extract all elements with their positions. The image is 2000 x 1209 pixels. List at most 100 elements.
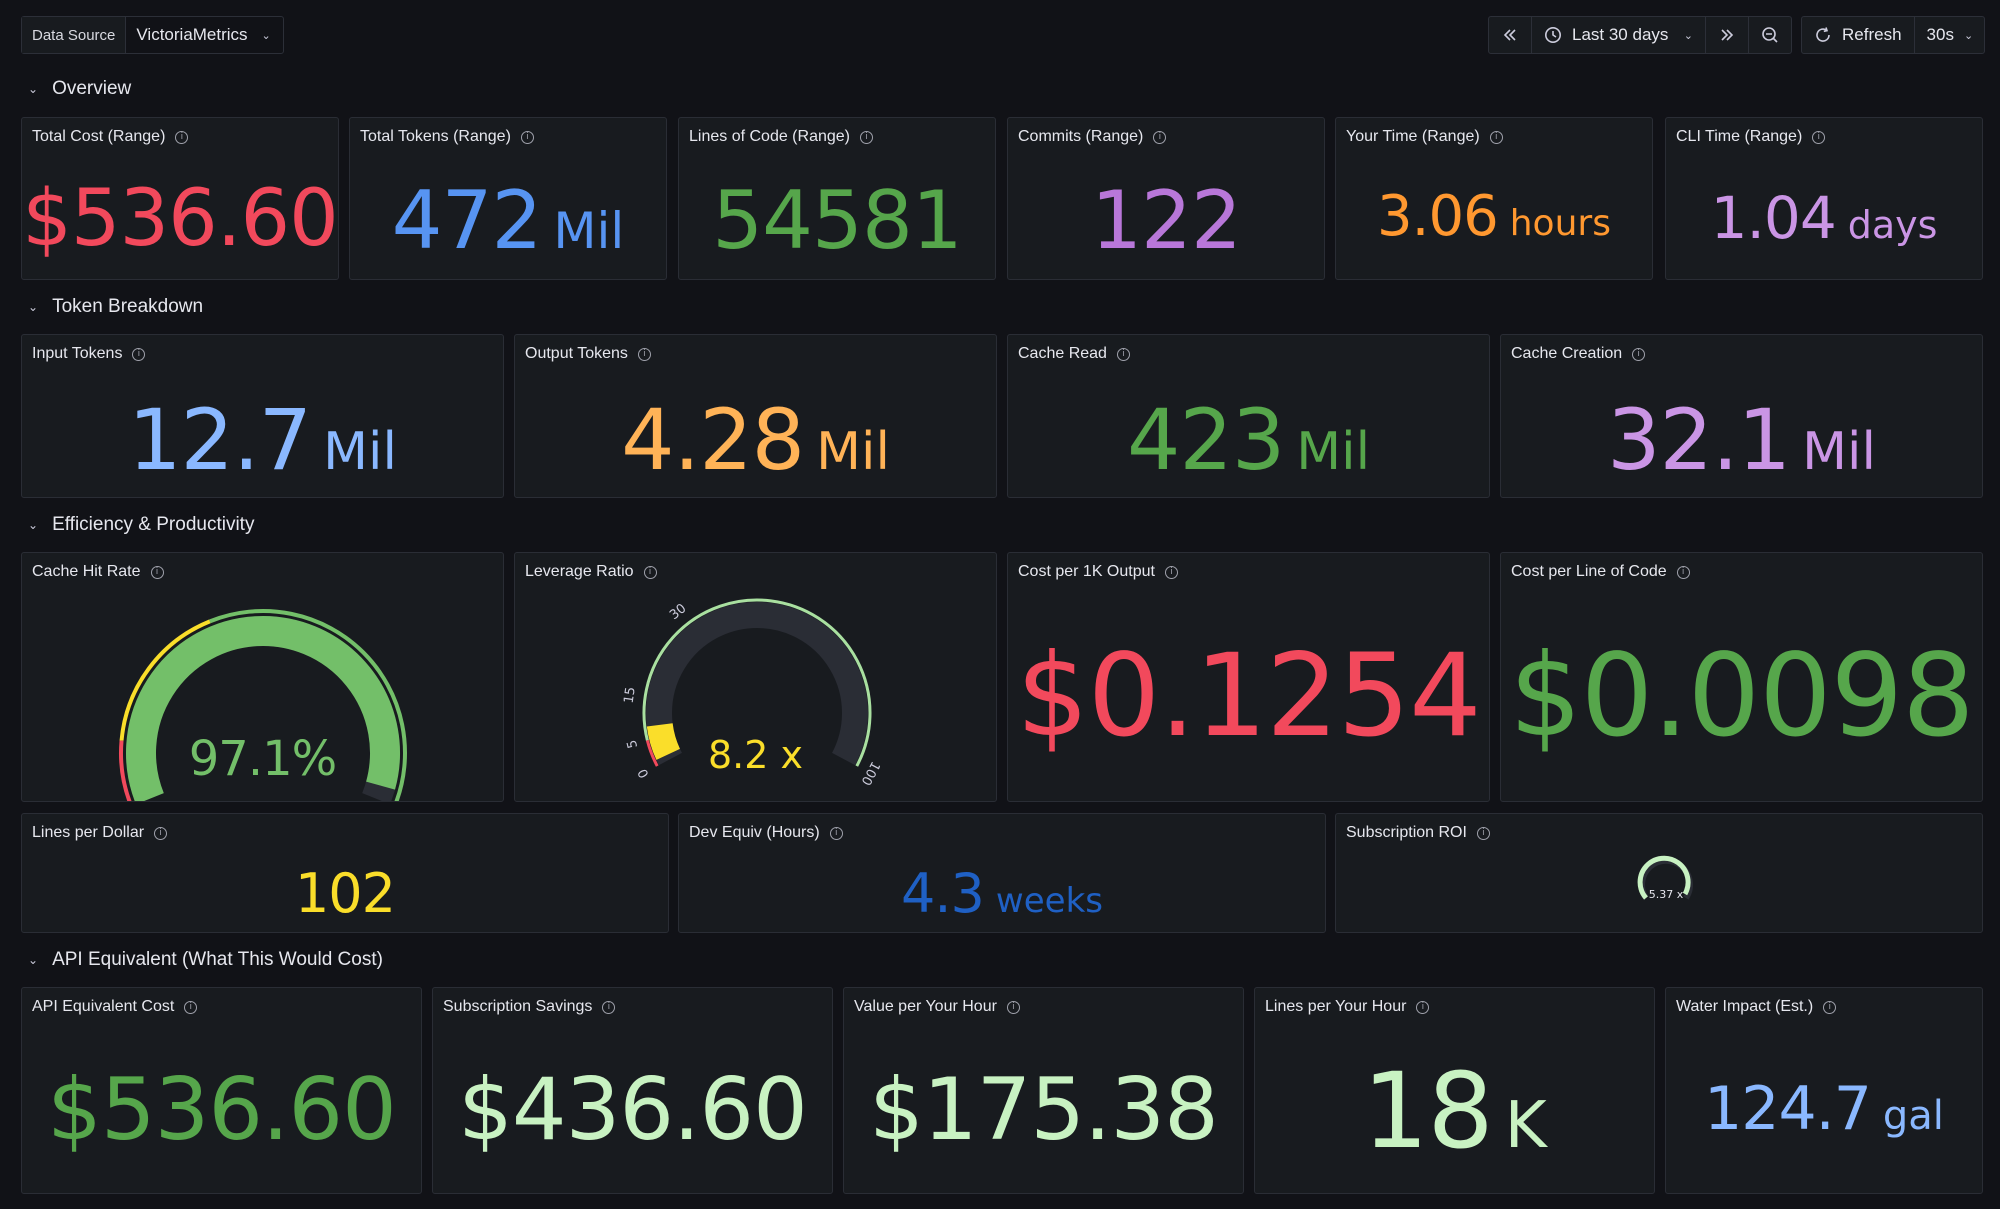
- panel-commits[interactable]: Commits (Range) i 122: [1007, 117, 1325, 280]
- panel-cache-creation[interactable]: Cache Creation i 32.1 Mil: [1500, 334, 1983, 498]
- refresh-button[interactable]: Refresh: [1802, 17, 1915, 53]
- panel-title: Cache Creation: [1511, 345, 1623, 362]
- stat-value: 54581: [712, 174, 962, 267]
- stat-unit: weeks: [995, 881, 1103, 921]
- info-icon[interactable]: i: [1416, 1000, 1430, 1014]
- gauge-fill: [126, 616, 400, 801]
- stat-value: 4.28: [621, 391, 805, 489]
- datasource-label: Data Source: [22, 17, 127, 53]
- row-overview[interactable]: ⌄ Overview: [28, 78, 131, 100]
- stat-value: 472: [391, 174, 543, 267]
- zoom-out-button[interactable]: [1749, 17, 1791, 53]
- stat-value: $536.60: [47, 1060, 397, 1160]
- stat-value: $536.60: [22, 174, 338, 264]
- stat-unit: Mil: [553, 202, 625, 260]
- stat-unit: hours: [1509, 203, 1611, 244]
- info-icon[interactable]: i: [602, 1000, 616, 1014]
- row-title: Token Breakdown: [52, 296, 204, 317]
- refresh-icon: [1816, 27, 1830, 42]
- gauge-tick-label: 30: [667, 601, 689, 623]
- panel-api-equiv-cost[interactable]: API Equivalent Cost i $536.60: [21, 987, 422, 1194]
- info-icon[interactable]: i: [154, 826, 168, 840]
- info-icon[interactable]: i: [1164, 565, 1178, 579]
- info-icon[interactable]: i: [1006, 1000, 1020, 1014]
- panel-output-tokens[interactable]: Output Tokens i 4.28 Mil: [514, 334, 997, 498]
- clock-icon: [1545, 27, 1561, 43]
- panel-cli-time[interactable]: CLI Time (Range) i 1.04 days: [1665, 117, 1983, 280]
- panel-subscription-roi[interactable]: Subscription ROI i 5.37 x: [1335, 813, 1983, 933]
- info-icon[interactable]: i: [1812, 130, 1826, 144]
- panel-title: Cost per 1K Output: [1018, 563, 1155, 580]
- time-shift-back-button[interactable]: [1489, 17, 1532, 53]
- panel-title: Cache Read: [1018, 345, 1107, 362]
- panel-title: Cost per Line of Code: [1511, 563, 1667, 580]
- panel-title: Lines of Code (Range): [689, 128, 850, 145]
- refresh-group: Refresh 30s ⌄: [1801, 16, 1985, 54]
- row-api-equivalent[interactable]: ⌄ API Equivalent (What This Would Cost): [28, 949, 383, 971]
- info-icon[interactable]: i: [1476, 826, 1490, 840]
- info-icon[interactable]: i: [1153, 130, 1167, 144]
- info-icon[interactable]: i: [132, 347, 146, 361]
- panel-lines-per-hour[interactable]: Lines per Your Hour i 18 K: [1254, 987, 1655, 1194]
- refresh-interval-select[interactable]: 30s ⌄: [1915, 17, 1986, 53]
- panel-your-time[interactable]: Your Time (Range) i 3.06 hours: [1335, 117, 1653, 280]
- row-efficiency[interactable]: ⌄ Efficiency & Productivity: [28, 514, 254, 536]
- info-icon[interactable]: i: [1116, 347, 1130, 361]
- panel-water-impact[interactable]: Water Impact (Est.) i 124.7 gal: [1665, 987, 1983, 1194]
- gauge-threshold-arc: [119, 740, 132, 801]
- panel-title: Water Impact (Est.): [1676, 998, 1814, 1015]
- panel-title: Total Tokens (Range): [360, 128, 511, 145]
- row-token-breakdown[interactable]: ⌄ Token Breakdown: [28, 296, 203, 318]
- refresh-interval-value: 30s: [1926, 25, 1954, 44]
- stat-unit: K: [1504, 1089, 1547, 1163]
- panel-cost-per-line[interactable]: Cost per Line of Code i $0.0098: [1500, 552, 1983, 802]
- chevron-down-icon: ⌄: [1963, 29, 1974, 42]
- zoom-out-icon: [1762, 27, 1778, 43]
- panel-cache-read[interactable]: Cache Read i 423 Mil: [1007, 334, 1490, 498]
- panel-lines-of-code[interactable]: Lines of Code (Range) i 54581: [678, 117, 996, 280]
- gauge-value: 8.2 x: [708, 733, 803, 777]
- refresh-label: Refresh: [1842, 25, 1902, 44]
- panel-title: Subscription Savings: [443, 998, 593, 1015]
- panel-leverage-ratio[interactable]: Leverage Ratio i 0 5 15 30 100 8.2 x: [514, 552, 997, 802]
- info-icon[interactable]: i: [1632, 347, 1646, 361]
- chevron-down-icon: ⌄: [28, 300, 39, 314]
- info-icon[interactable]: i: [150, 565, 164, 579]
- panel-dev-equiv[interactable]: Dev Equiv (Hours) i 4.3 weeks: [678, 813, 1326, 933]
- panel-input-tokens[interactable]: Input Tokens i 12.7 Mil: [21, 334, 504, 498]
- stat-value: 4.3: [901, 862, 985, 925]
- panel-title: API Equivalent Cost: [32, 998, 175, 1015]
- panel-total-tokens[interactable]: Total Tokens (Range) i 472 Mil: [349, 117, 667, 280]
- time-shift-forward-button[interactable]: [1706, 17, 1749, 53]
- info-icon[interactable]: i: [637, 347, 651, 361]
- panel-title: Value per Your Hour: [854, 998, 997, 1015]
- panel-value-per-hour[interactable]: Value per Your Hour i $175.38: [843, 987, 1244, 1194]
- panel-cost-per-1k-output[interactable]: Cost per 1K Output i $0.1254: [1007, 552, 1490, 802]
- datasource-select[interactable]: VictoriaMetrics ⌄: [126, 17, 282, 53]
- gauge-fill: [646, 722, 681, 760]
- info-icon[interactable]: i: [1676, 565, 1690, 579]
- info-icon[interactable]: i: [1823, 1000, 1837, 1014]
- info-icon[interactable]: i: [1489, 130, 1503, 144]
- info-icon[interactable]: i: [175, 130, 189, 144]
- info-icon[interactable]: i: [859, 130, 873, 144]
- panel-subscription-savings[interactable]: Subscription Savings i $436.60: [432, 987, 833, 1194]
- info-icon[interactable]: i: [829, 826, 843, 840]
- panel-cache-hit-rate[interactable]: Cache Hit Rate i 97.1%: [21, 552, 504, 802]
- panel-lines-per-dollar[interactable]: Lines per Dollar i 102: [21, 813, 669, 933]
- info-icon[interactable]: i: [643, 565, 657, 579]
- chevron-down-icon: ⌄: [28, 82, 39, 96]
- gauge-tick-label: 5: [625, 738, 642, 750]
- time-range-picker[interactable]: Last 30 days ⌄: [1532, 17, 1706, 53]
- stat-value: 3.06: [1377, 184, 1499, 249]
- datasource-value: VictoriaMetrics: [136, 25, 248, 44]
- panel-title: Cache Hit Rate: [32, 563, 141, 580]
- gauge-threshold-arc: [642, 598, 872, 767]
- info-icon[interactable]: i: [184, 1000, 198, 1014]
- info-icon[interactable]: i: [520, 130, 534, 144]
- stat-unit: Mil: [1296, 422, 1371, 482]
- panel-total-cost[interactable]: Total Cost (Range) i $536.60: [21, 117, 339, 280]
- datasource-picker[interactable]: Data Source VictoriaMetrics ⌄: [21, 16, 284, 54]
- stat-value: 122: [1091, 174, 1242, 267]
